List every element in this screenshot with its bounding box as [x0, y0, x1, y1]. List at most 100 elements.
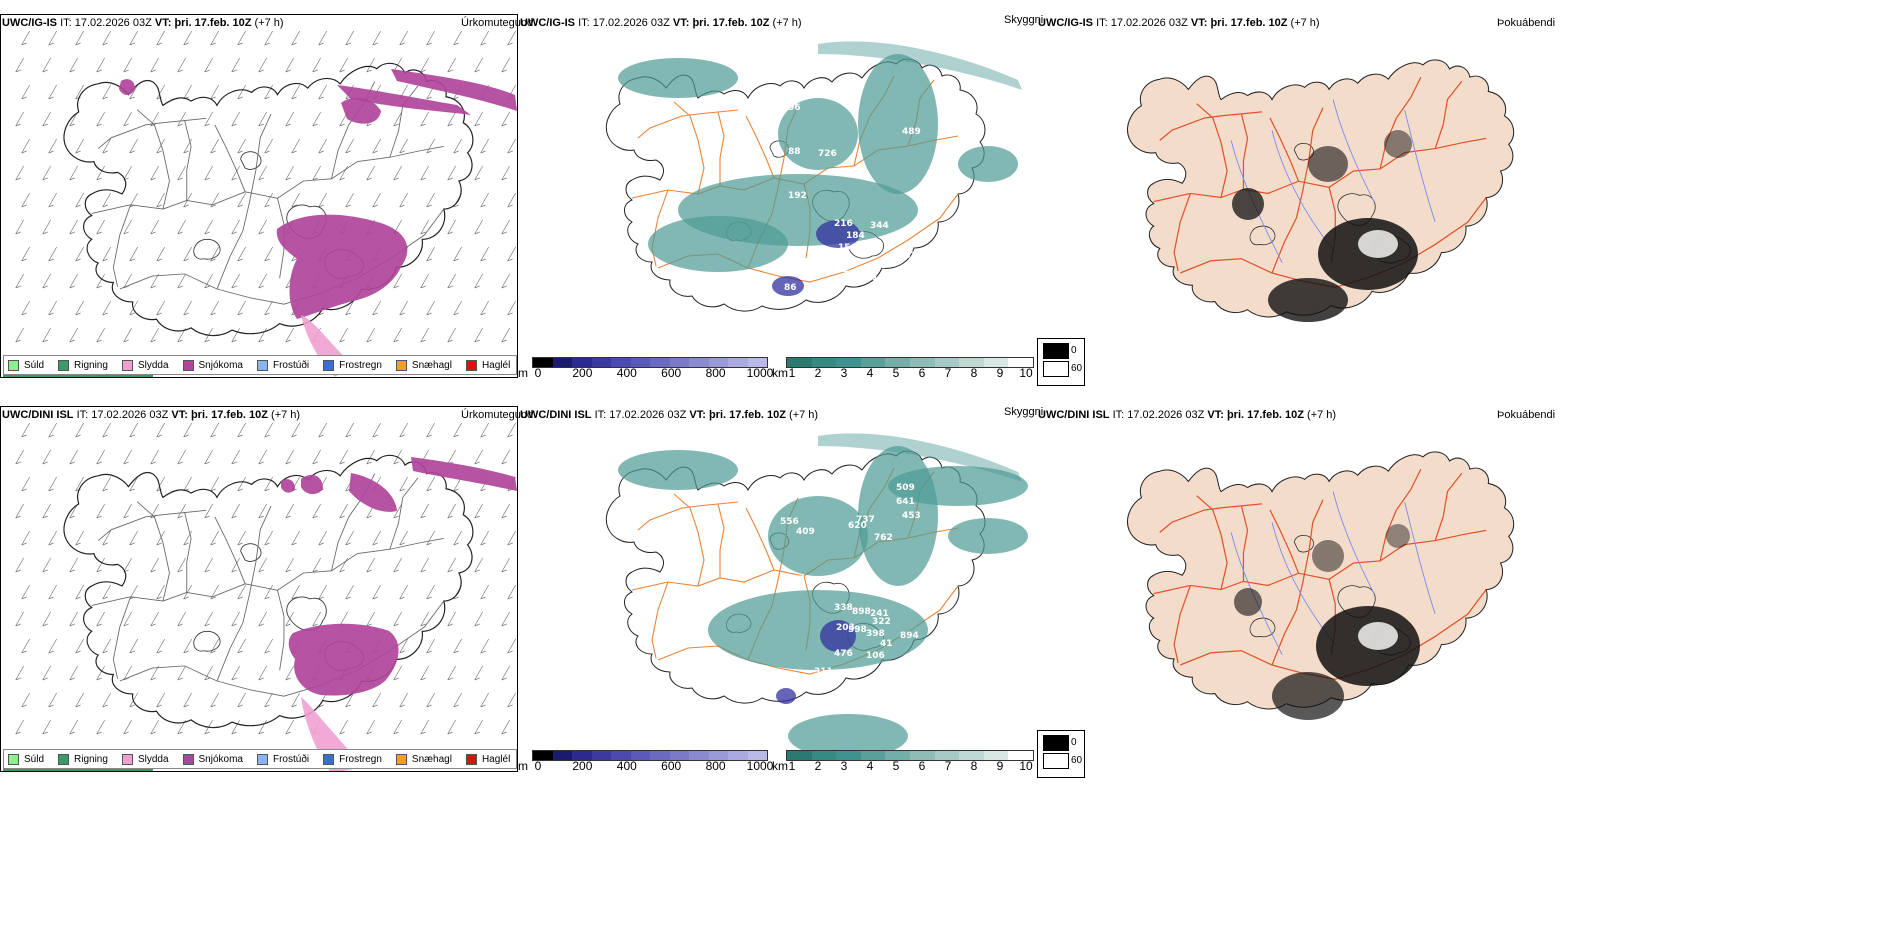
wind-barb — [264, 300, 273, 316]
road-line — [91, 146, 444, 214]
wind-barb — [177, 557, 186, 573]
wind-barb — [15, 719, 24, 735]
wind-barb — [447, 449, 456, 465]
legend-label: Frostúði — [272, 753, 310, 765]
peak-label: 192 — [788, 191, 807, 201]
colorbar-tick: 800 — [705, 366, 726, 380]
wind-barb — [480, 192, 489, 208]
glacier-outline — [193, 630, 221, 652]
colorbar-tick: 0 — [534, 366, 542, 380]
fog-key-white — [1043, 753, 1069, 769]
fog-key-white-label: 60 — [1071, 363, 1083, 374]
wind-barb — [291, 30, 300, 46]
precip-map-dini — [3, 422, 517, 771]
wind-barb — [15, 665, 24, 681]
wind-barb — [345, 422, 354, 438]
wind-barb — [123, 111, 132, 127]
wind-barb — [345, 30, 354, 46]
peak-label: 641 — [896, 497, 915, 507]
wind-barb — [285, 503, 294, 519]
colorbar-segment — [836, 751, 861, 760]
legend-label: Snjókoma — [198, 359, 243, 371]
wind-barb — [210, 692, 219, 708]
wind-barb — [501, 165, 510, 181]
wind-barb — [453, 530, 462, 546]
peak-label: 216 — [834, 219, 853, 229]
wind-barb — [15, 219, 24, 235]
legend-item-rigning: Rigning — [58, 753, 108, 765]
colorbar-segment — [708, 751, 728, 760]
fog-title-dini: UWC/DINI ISL IT: 17.02.2026 03Z VT: þri.… — [1038, 409, 1337, 421]
colorbar-tick: 1 — [788, 366, 796, 380]
legend-swatch — [323, 359, 335, 371]
wind-barb — [426, 584, 435, 600]
colorbar-segment — [728, 358, 748, 367]
wind-barb — [42, 557, 51, 573]
wind-barb — [339, 719, 348, 735]
wind-barb — [69, 219, 78, 235]
wind-barb — [291, 192, 300, 208]
wind-barb — [231, 611, 240, 627]
precip-panel-dini: Súld Rigning Slydda Snjókoma Frostúði Frostre… — [0, 406, 518, 772]
legend-swatch — [323, 753, 335, 765]
road-line — [112, 204, 132, 287]
wind-barb — [102, 584, 111, 600]
wind-barb — [312, 449, 321, 465]
wind-barb — [15, 327, 24, 343]
precip-title-igis: UWC/IG-IS IT: 17.02.2026 03Z VT: þri. 17… — [2, 17, 284, 29]
colorbar-tick: 600 — [661, 759, 682, 773]
wind-barb — [237, 138, 246, 154]
legend-label: Rigning — [74, 753, 108, 765]
wind-barb — [48, 138, 57, 154]
fog-clear-area — [1358, 230, 1398, 258]
colorbar-segment — [728, 751, 748, 760]
wind-barb — [285, 111, 294, 127]
wind-barb — [345, 584, 354, 600]
colorbar-tick: 9 — [996, 759, 1004, 773]
cloud-area — [858, 54, 938, 194]
wind-barb — [96, 327, 105, 343]
wind-barb — [393, 111, 402, 127]
wind-barb — [258, 273, 267, 289]
wind-barb — [345, 530, 354, 546]
wind-barb — [453, 30, 462, 46]
wind-barb — [399, 476, 408, 492]
wind-barb — [42, 327, 51, 343]
cloud-streak — [818, 433, 1022, 482]
fog-clear-area — [1358, 622, 1398, 650]
legend-item-frostúði: Frostúði — [256, 753, 310, 765]
river-line — [1332, 99, 1375, 202]
wind-barb — [42, 111, 51, 127]
colorbar-tick: 1 — [788, 759, 796, 773]
wind-barb — [21, 300, 30, 316]
wind-barb — [48, 638, 57, 654]
wind-barb — [150, 327, 159, 343]
colorbar-tick: 6 — [918, 759, 926, 773]
wind-barb — [156, 30, 165, 46]
wind-barb — [15, 57, 24, 73]
colorbar-tick: 5 — [892, 366, 900, 380]
snow-area — [349, 473, 397, 512]
colorbar-tick: 2 — [814, 759, 822, 773]
wind-barb — [312, 111, 321, 127]
wind-barb — [501, 273, 510, 289]
colorbar-segment — [983, 358, 1009, 367]
wind-barb — [150, 219, 159, 235]
wind-barb — [291, 584, 300, 600]
wind-barb — [345, 192, 354, 208]
colorbar-segment — [572, 751, 592, 760]
wind-barb — [507, 692, 516, 708]
legend-swatch — [465, 359, 477, 371]
wind-barb — [366, 557, 375, 573]
iceland-map — [1127, 451, 1515, 710]
wind-barb — [426, 692, 435, 708]
peak-label: 203 — [836, 623, 855, 633]
road-line — [1240, 113, 1249, 190]
wind-barb — [318, 192, 327, 208]
wind-barb — [102, 692, 111, 708]
wind-barb — [258, 219, 267, 235]
fog-dense-area — [1386, 524, 1410, 548]
wind-barb — [258, 327, 267, 343]
wind-barb — [312, 503, 321, 519]
peak-label: 88 — [788, 147, 801, 157]
